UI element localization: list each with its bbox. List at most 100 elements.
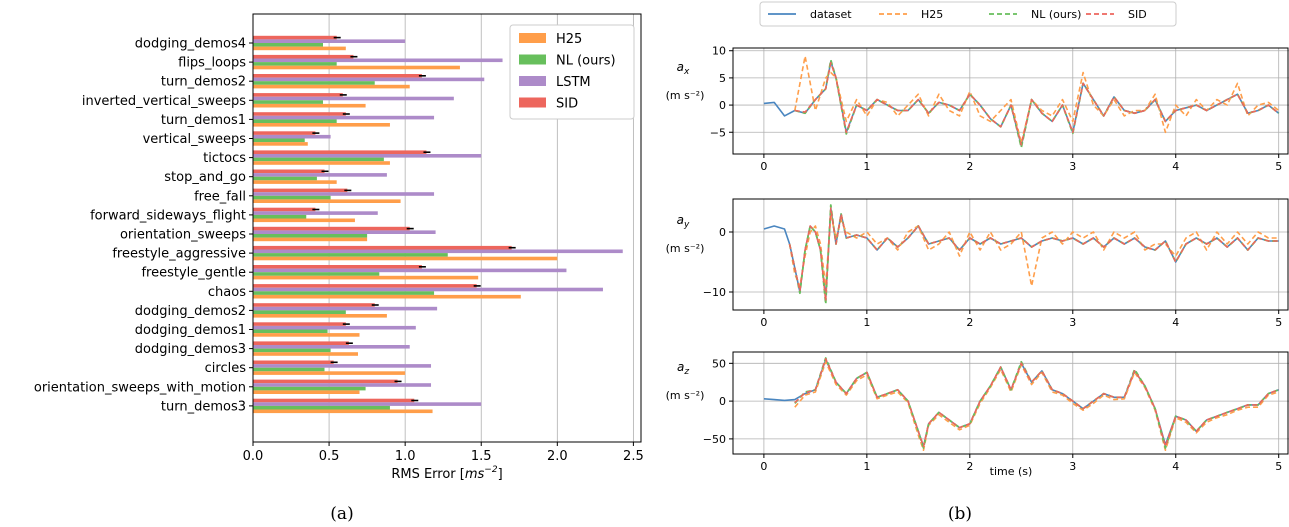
y-tick-label: −5 xyxy=(710,126,726,139)
y-axis-label-unit: (m s⁻²) xyxy=(666,89,705,102)
legend-swatch xyxy=(519,76,546,86)
bar-h25 xyxy=(253,199,401,203)
y-tick-label: free_fall xyxy=(194,189,246,204)
y-tick-label: inverted_vertical_sweeps xyxy=(82,94,246,109)
bar-nl xyxy=(253,81,375,85)
legend-label: dataset xyxy=(810,8,852,21)
bar-lstm xyxy=(253,402,482,406)
bar-h25 xyxy=(253,46,346,51)
y-tick-label: dodging_demos3 xyxy=(135,342,246,357)
x-tick-label: 1 xyxy=(863,160,870,173)
bar-lstm xyxy=(253,211,378,215)
x-tick-label: 0 xyxy=(760,160,767,173)
legend-label: H25 xyxy=(556,32,582,47)
panel-b-caption: (b) xyxy=(948,504,972,524)
y-tick-label: circles xyxy=(205,361,247,376)
plot-frame xyxy=(732,198,1289,311)
series-line-h25 xyxy=(788,213,1279,287)
bar-nl xyxy=(253,157,384,162)
plot-frame xyxy=(252,13,642,443)
x-tick-label: 3 xyxy=(1069,160,1076,173)
bar-nl xyxy=(253,291,435,295)
bar-nl xyxy=(253,272,380,276)
bar-h25 xyxy=(253,237,368,242)
x-tick-label: 1.0 xyxy=(395,449,416,464)
y-tick-label: 0 xyxy=(719,226,726,239)
x-axis-label: time (s) xyxy=(990,465,1033,478)
bar-h25 xyxy=(253,333,360,337)
y-tick-label: 0 xyxy=(719,395,726,408)
legend-label: SID xyxy=(556,97,578,112)
bar-nl xyxy=(253,176,317,181)
bar-sid xyxy=(253,150,427,154)
bar-lstm xyxy=(253,173,387,177)
bar-lstm xyxy=(253,306,438,311)
legend-label: LSTM xyxy=(556,75,591,90)
plot-frame xyxy=(732,47,1289,155)
bar-h25 xyxy=(253,275,479,280)
series-lines xyxy=(763,357,1280,451)
x-tick-label: 0.0 xyxy=(243,449,264,464)
legend-box xyxy=(509,24,635,120)
bar-sid xyxy=(253,360,334,365)
x-tick-label: 4 xyxy=(1172,316,1179,329)
bar-nl xyxy=(253,253,448,257)
y-tick-label: tictocs xyxy=(203,151,246,166)
series-line-nl xyxy=(788,204,1279,305)
x-tick-label: 4 xyxy=(1172,460,1179,473)
subplot-az: 0 1 2 3 4 5 −50 0 50 az (m s⁻²) xyxy=(666,351,1289,473)
y-tick-label: turn_demos2 xyxy=(161,75,246,90)
bar-lstm xyxy=(253,287,603,292)
bar-lstm xyxy=(253,134,331,139)
bar-nl xyxy=(253,214,307,219)
bar-sid xyxy=(253,93,343,97)
series-line-nl xyxy=(794,357,1280,449)
x-tick-label: 0 xyxy=(760,316,767,329)
bar-h25 xyxy=(253,103,366,108)
bar-nl xyxy=(253,367,325,372)
x-tick-label: 0 xyxy=(760,460,767,473)
legend-label: NL (ours) xyxy=(556,54,616,69)
bar-nl xyxy=(253,348,331,353)
x-tick-label: 2.5 xyxy=(623,449,644,464)
series-line-nl xyxy=(794,59,1280,149)
bar-lstm xyxy=(253,325,416,330)
legend-swatch xyxy=(519,97,546,108)
legend-box xyxy=(759,1,1177,27)
y-tick-label: dodging_demos2 xyxy=(135,304,246,319)
bar-nl xyxy=(253,100,323,104)
bar-lstm xyxy=(253,96,454,101)
y-axis-label-var: ax xyxy=(677,60,690,77)
y-axis-label-var: az xyxy=(677,360,689,377)
series-line-sid xyxy=(794,358,1279,448)
bar-sid xyxy=(253,188,348,193)
x-tick-label: 3 xyxy=(1069,460,1076,473)
bar-nl xyxy=(253,195,331,200)
bar-h25 xyxy=(253,84,410,89)
y-tick-label: freestyle_aggressive xyxy=(112,247,246,262)
bar-sid xyxy=(253,131,316,135)
bar-h25 xyxy=(253,180,337,184)
x-tick-label: 5 xyxy=(1275,160,1282,173)
y-tick-label: freestyle_gentle xyxy=(141,266,246,281)
y-tick-label: 0 xyxy=(719,99,726,112)
x-tick-label: 5 xyxy=(1275,316,1282,329)
x-tick-label: 2 xyxy=(966,316,973,329)
y-tick-labels: dodging_demos4 flips_loops turn_demos2inve… xyxy=(34,37,253,414)
panel-a-caption: (a) xyxy=(330,504,353,524)
legend-label: SID xyxy=(1128,8,1147,21)
bar-h25 xyxy=(253,161,390,165)
y-tick-label: turn_demos1 xyxy=(161,113,246,128)
y-tick-label: vertical_sweeps xyxy=(143,132,247,147)
y-tick-label: chaos xyxy=(208,285,246,300)
x-tick-label: 0.5 xyxy=(319,449,340,464)
bar-lstm xyxy=(253,345,410,349)
series-lines xyxy=(763,204,1279,305)
bars xyxy=(253,35,623,414)
bar-lstm xyxy=(253,77,485,82)
series-lines xyxy=(763,55,1280,149)
bar-sid xyxy=(253,245,512,250)
legend-swatch xyxy=(519,33,546,43)
bar-sid xyxy=(253,169,325,174)
